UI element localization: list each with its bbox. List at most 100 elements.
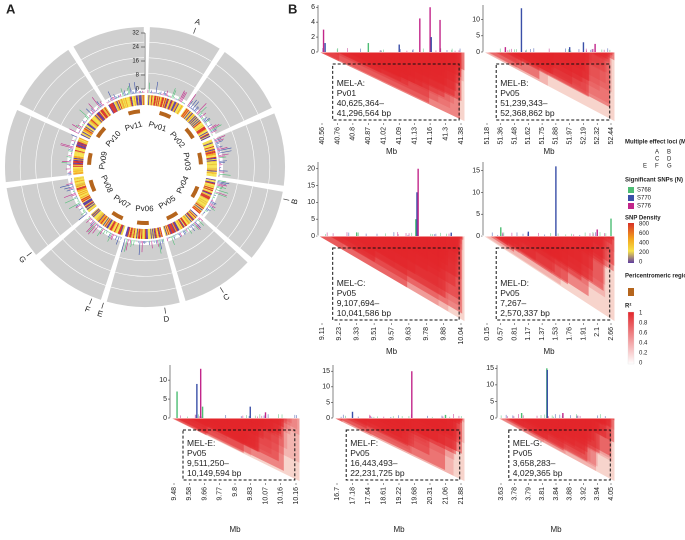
density [150,228,152,239]
ld-block [588,52,609,63]
ld-block [546,52,557,58]
density [99,215,107,224]
ld-block [174,418,252,456]
ld-block [531,418,613,462]
ring-line [119,256,169,262]
ld-block [239,418,258,428]
snp-bar [170,95,172,98]
density [160,97,165,108]
density [184,214,192,223]
ld-block [522,236,584,276]
snp-bar [218,156,227,159]
ld-block [434,52,444,56]
density [155,227,158,239]
ld-block [494,52,522,67]
density [101,216,109,226]
density [85,126,94,133]
ld-block [329,236,374,263]
bg-bar [516,232,518,236]
ld-block [506,418,588,462]
bg-bar [399,49,401,52]
bg-bar [509,49,511,52]
density [154,95,157,106]
ld-block [596,418,603,422]
bg-bar [597,415,599,418]
bg-bar [451,48,453,52]
bg-bar [242,415,244,418]
density [109,103,116,113]
pericentromere [197,152,203,165]
density [194,122,203,130]
density [73,156,84,159]
snp-bar [68,172,72,173]
density [182,216,189,225]
bg-bar [592,233,594,236]
bg-bar [568,49,569,52]
ld-block [420,236,459,259]
snp-bar [215,189,229,194]
bg-bar [548,48,550,52]
bg-bar [430,233,432,236]
ld-block [446,418,460,425]
density [76,185,87,190]
y-tick-label: 2 [311,34,315,41]
snp-bar [546,369,548,418]
density [74,153,85,157]
bg-bar [426,415,428,418]
ld-block [339,236,461,307]
snp-bar [191,101,200,111]
locus-label: D [163,314,170,324]
bg-bar [453,414,454,418]
legend-letter: F [655,164,659,170]
snp-bar [147,89,149,94]
ld-block [193,418,199,421]
ld-block [603,236,607,239]
ld-block [414,418,453,437]
ld-block [412,418,465,444]
legend-letter: B [667,150,671,156]
snp-bar [149,91,151,94]
snp-bar [180,92,187,103]
bg-bar [407,234,409,236]
x-tick-label: 0.15 [484,327,491,341]
snp-bar [114,234,116,236]
ld-block [245,418,259,425]
snp-bar [77,200,80,202]
density [114,101,120,111]
density [194,123,204,131]
bg-bar [371,416,373,418]
x-tick-label: 9.58 [186,487,193,501]
ld-block [349,418,409,447]
density [85,201,95,209]
density [170,101,176,111]
density [121,225,126,236]
density [197,199,207,206]
ld-block [396,52,407,58]
bg-bar [589,233,591,236]
density [77,140,88,145]
ld-block [520,236,560,262]
ld-block [266,418,272,421]
ld-block [503,418,564,451]
bg-bar [342,414,344,418]
ld-block [402,52,435,68]
ld-block [377,418,387,423]
ld-block [558,418,587,434]
density [96,212,104,221]
density [112,102,118,112]
snp-bar [132,239,134,242]
density [205,153,216,157]
bg-bar [383,416,385,418]
ld-block [348,52,415,84]
ld-block [431,418,447,426]
density [185,213,193,222]
snp-bar [68,174,72,176]
density [116,100,122,111]
ld-outline [169,417,301,483]
ld-block [388,418,462,454]
ld-block [598,236,613,245]
ld-block [211,418,216,421]
sector [204,180,283,258]
density [206,172,217,175]
bg-bar [460,416,462,418]
